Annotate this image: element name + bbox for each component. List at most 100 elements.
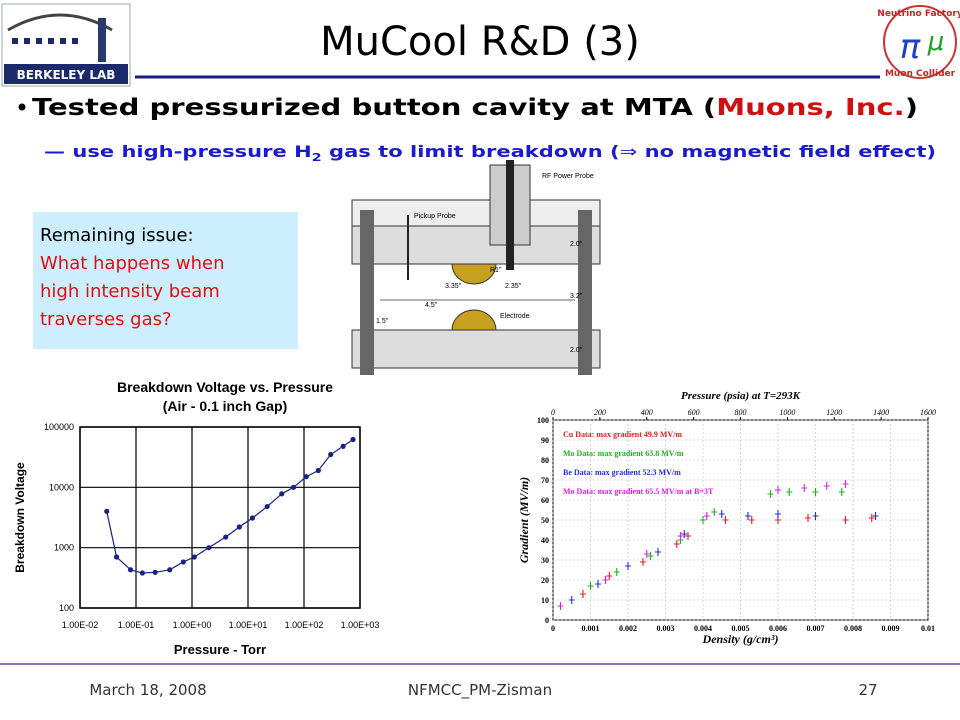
y-axis-label: Breakdown Voltage [13, 462, 27, 573]
electrode-top [451, 263, 497, 285]
data-point [264, 503, 270, 510]
x-tick-label: 0.007 [807, 624, 825, 633]
callout-box [33, 212, 298, 349]
x-tick-label: 1.00E+03 [341, 620, 380, 630]
data-point [191, 554, 197, 560]
data-point [167, 567, 173, 573]
chart-background [515, 385, 945, 660]
y-tick-label: 1000 [54, 543, 74, 553]
data-point [139, 570, 145, 576]
x-tick-label: 1.00E+01 [229, 620, 268, 630]
callout-line: traverses gas? [40, 309, 172, 330]
data-point [602, 576, 609, 584]
diagram-label: R1" [490, 267, 502, 274]
data-point [812, 512, 819, 520]
chart-title: Breakdown Voltage vs. Pressure [117, 379, 333, 395]
top-tick-label: 1400 [873, 408, 889, 417]
logo-text: BERKELEY LAB [17, 68, 116, 82]
legend-entry: Be Data: max gradient 52.3 MV/m [563, 468, 681, 477]
x-tick-label: 1.00E+00 [173, 620, 212, 630]
data-point [673, 540, 680, 548]
diagram-label: Electrode [500, 313, 530, 320]
data-point [703, 512, 710, 520]
data-point [580, 590, 586, 598]
bullet-text: Tested pressurized button cavity at MTA … [32, 95, 716, 121]
x-tick-label: 0.001 [582, 624, 600, 633]
y-tick-label: 90 [541, 436, 549, 445]
x-tick-label: 0.002 [619, 624, 637, 633]
diagram-label: 1.5" [376, 318, 389, 325]
slide-title: MuCool R&D (3) [320, 19, 640, 65]
chart-background [10, 378, 390, 662]
y-tick-label: 20 [541, 576, 549, 585]
diagram-label: RF Power Probe [542, 173, 594, 180]
data-point [775, 486, 781, 494]
y-tick-label: 60 [541, 496, 549, 505]
y-tick-label: 80 [541, 456, 549, 465]
data-point [812, 488, 819, 496]
data-point [290, 484, 297, 490]
data-point [842, 480, 849, 488]
data-point [643, 550, 650, 558]
cavity-diagram: RF Power Probe Pickup Probe 2.0" 3.2" 2.… [351, 160, 601, 375]
y-tick-label: 100 [537, 416, 549, 425]
sub-text: no magnetic field effect) [637, 142, 936, 161]
data-point [681, 530, 688, 538]
sub-text: gas to limit breakdown ( [322, 142, 620, 161]
diagram-label: Pickup Probe [414, 213, 456, 220]
top-tick-label: 600 [688, 408, 700, 417]
data-point [127, 567, 134, 573]
data-point [647, 552, 654, 560]
data-point [722, 516, 729, 524]
diagram-label: 4.5" [425, 302, 438, 309]
data-point [838, 488, 845, 496]
y-tick-label: 70 [541, 476, 549, 485]
breakdown-chart: Breakdown Voltage vs. Pressure (Air - 0.1… [10, 378, 390, 662]
data-point [206, 545, 212, 551]
data-point [249, 515, 256, 521]
x-tick-label: 0 [551, 624, 555, 633]
plate-top [351, 225, 601, 265]
top-tick-label: 200 [594, 408, 606, 417]
top-tick-label: 1600 [920, 408, 936, 417]
data-point [868, 514, 875, 522]
top-tick-label: 0 [551, 408, 555, 417]
legend-entry: Mo Data: max gradient 65.5 MV/m at B=3T [563, 487, 714, 496]
logo-ring [883, 5, 957, 79]
diagram-label: 2.35" [505, 283, 522, 290]
bullet-highlight: Muons, Inc. [716, 95, 905, 121]
berkeley-logo: BERKELEY LAB [1, 3, 131, 87]
top-tick-label: 1200 [826, 408, 842, 417]
logo-marks [12, 38, 78, 44]
data-point [745, 512, 751, 520]
x-tick-label: 0.01 [921, 624, 935, 633]
data-point [842, 516, 849, 524]
data-point [805, 514, 811, 522]
data-point [557, 602, 564, 610]
logo-band [4, 64, 128, 84]
top-tick-label: 1000 [779, 408, 795, 417]
data-point [180, 559, 186, 565]
x-tick-label: 0.009 [882, 624, 900, 633]
y-tick-label: 10000 [49, 482, 74, 492]
y-tick-label: 0 [545, 616, 549, 625]
data-point [700, 516, 706, 524]
x-tick-label: 0.003 [657, 624, 675, 633]
data-point [104, 508, 110, 514]
gradient-chart: Pressure (psia) at T=293K 0 10 20 30 40 50 60 70… [515, 385, 945, 660]
arrow-symbol: ⇒ [620, 142, 638, 161]
bolt [360, 210, 374, 375]
callout-line: What happens when [40, 253, 225, 274]
diagram-label: 2.0" [570, 347, 583, 354]
footer-center: NFMCC_PM-Zisman [408, 681, 552, 700]
top-tick-label: 800 [735, 408, 747, 417]
logo-tower [98, 18, 106, 62]
chart-subtitle: (Air - 0.1 inch Gap) [163, 398, 287, 414]
data-point [568, 596, 575, 604]
x-axis-label: Pressure - Torr [174, 642, 266, 657]
y-axis-label: Gradient (MV/m) [517, 477, 531, 563]
top-axis-label: Pressure (psia) at T=293K [681, 390, 801, 402]
diagram-label: 2.0" [570, 241, 583, 248]
